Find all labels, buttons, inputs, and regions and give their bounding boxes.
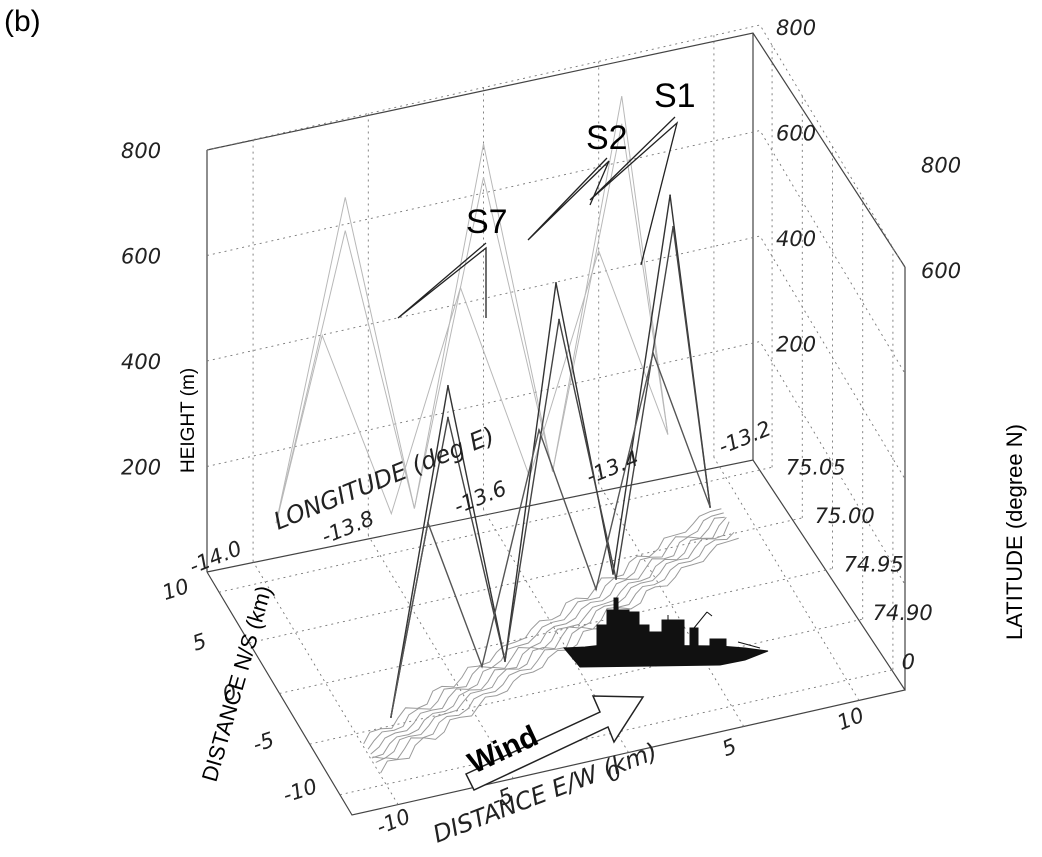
s1-leader [589,116,679,266]
point-s7-4 [595,588,597,591]
ground-track-5 [367,512,724,750]
latitude-tick-2: 74.95 [844,553,904,577]
longitude-tick-2: -13.6 [451,476,510,519]
floor-grid-x-4 [713,457,860,701]
floor-grid-y-1 [309,618,863,745]
flight-series [390,194,712,718]
point-s2-2 [504,660,506,663]
floor-outline [206,459,906,816]
ground-tracks-faint [275,95,739,774]
floor-grid-x-0 [252,561,399,805]
ew-tick-3: 5 [719,734,740,761]
point-s2-3 [558,318,560,321]
ns-tick-0: -10 [280,774,320,807]
floor-grid-y-4 [218,466,773,593]
annotation-s2: S2 [586,119,628,157]
annotation-s7: S7 [466,203,508,241]
ns-tick-4: 10 [159,574,192,605]
ground-track-0 [380,537,739,774]
s7-leader [397,242,487,319]
panel-label: (b) [4,5,41,38]
ew-tick-4: 10 [834,703,868,735]
annotation-s1: S1 [654,77,696,115]
height-axis-title: HEIGHT (m) [178,368,199,473]
box-frame [206,32,906,816]
tick-labels: 200400600800200400600800600800-10-50510-… [121,16,961,839]
ground-track-4 [370,516,725,755]
point-s1-1 [447,384,449,387]
latitude-axis-title: LATITUDE (degree N) [1002,424,1027,640]
wall-shadow-2 [275,249,669,524]
s2-leader [527,157,610,241]
point-s1-5 [669,194,671,197]
point-s7-5 [652,352,654,354]
wall-shadow-0 [275,95,669,524]
ship-icon [562,597,769,668]
floor-grid-x-2 [483,509,629,753]
longitude-tick-3: -13.4 [583,446,642,489]
ns-tick-3: 5 [189,629,209,656]
back-height-tick-3: 800 [776,16,816,40]
point-s2-5 [672,225,675,228]
back-height-tick-1: 400 [776,227,816,251]
point-s2-4 [615,578,617,580]
latitude-tick-0: 0 [902,650,915,674]
floor-grid-x-3 [598,483,745,727]
annotation-leaders [397,116,679,319]
ground-track-1 [375,531,735,763]
latitude-tick-3: 75.00 [815,504,875,528]
right-height-tick-0: 600 [921,259,961,283]
height-tick-2: 600 [121,245,161,269]
back-height-tick-0: 200 [776,333,816,357]
latitude-tick-1: 74.90 [873,601,933,625]
ground-track-3 [371,516,727,759]
height-tick-3: 800 [121,139,161,163]
ground-track-6 [363,508,722,745]
longitude-tick-4: -13.2 [715,416,774,459]
point-s7-0 [390,716,392,718]
point-s2-1 [447,416,449,419]
point-s7-3 [538,429,540,431]
point-s7-2 [481,665,483,668]
longitude-tick-0: -14.0 [186,536,245,579]
point-s1-4 [612,573,614,575]
point-s7-6 [709,506,712,508]
height-tick-0: 200 [121,456,161,480]
right-height-tick-1: 800 [921,154,961,178]
point-s7-1 [427,521,429,524]
ground-track-2 [372,521,730,760]
floor-grid-y-3 [249,517,803,644]
point-s1-3 [555,281,557,284]
back-height-tick-2: 600 [776,122,816,146]
height-tick-1: 400 [121,350,161,374]
ns-tick-1: -5 [250,728,277,757]
longitude-axis-title: LONGITUDE (deg E) [270,421,499,535]
wall-shadow-1 [275,123,669,524]
floor-grid-x-1 [367,535,514,779]
latitude-tick-4: 75.05 [786,455,846,479]
